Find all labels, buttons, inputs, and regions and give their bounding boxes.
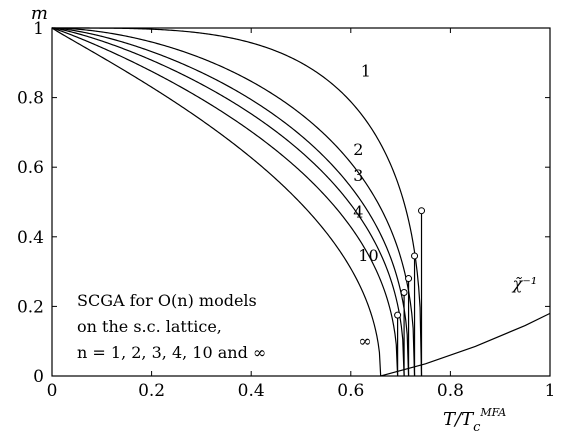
series-curve-4 xyxy=(51,27,405,377)
series-curve-10 xyxy=(51,27,399,377)
series-label-2: 2 xyxy=(353,140,363,159)
series-curve-2 xyxy=(51,27,416,377)
annotation-line-3: n = 1, 2, 3, 4, 10 and ∞ xyxy=(77,343,266,362)
y-axis-title: m xyxy=(31,3,48,24)
series-endpoint-2 xyxy=(411,252,419,260)
series-curve-∞ xyxy=(51,27,382,377)
annotation-line-1: SCGA for O(n) models xyxy=(77,291,257,310)
y-tick-label: 0.2 xyxy=(17,297,44,317)
y-tick-label: 0 xyxy=(33,367,44,387)
series-endpoint-10 xyxy=(394,311,402,319)
y-tick-label: 1 xyxy=(33,19,44,39)
curves xyxy=(51,27,551,377)
series-label-4: 4 xyxy=(353,203,363,222)
y-tick-label: 0.6 xyxy=(17,158,44,178)
series-label-3: 3 xyxy=(353,166,363,185)
x-axis-title: T/TcMFA xyxy=(443,406,506,435)
series-label-1: 1 xyxy=(361,62,371,81)
x-tick-label: 0.6 xyxy=(337,381,364,401)
x-tick-label: 0.8 xyxy=(437,381,464,401)
y-tick-label: 0.4 xyxy=(17,228,44,248)
series-endpoint-3 xyxy=(405,275,413,283)
annotation-line-2: on the s.c. lattice, xyxy=(77,317,222,336)
x-tick-label: 0 xyxy=(47,381,58,401)
labels: 1 2 3 4 10 ∞ χ̃⁻¹ xyxy=(353,62,537,351)
series-curve-3 xyxy=(51,27,410,377)
series-label-∞: ∞ xyxy=(358,331,371,350)
x-tick-label: 0.4 xyxy=(238,381,265,401)
chi-inverse-curve xyxy=(380,312,551,377)
y-tick-label: 0.8 xyxy=(17,89,44,109)
ticks: 0 0.2 0.4 0.6 0.8 100.20.40.60.81 xyxy=(17,19,555,401)
plot-frame xyxy=(51,27,551,377)
series-endpoint-4 xyxy=(400,288,408,296)
annotation-box: SCGA for O(n) models on the s.c. lattice… xyxy=(77,291,266,362)
chi-inverse-label: χ̃⁻¹ xyxy=(512,274,538,293)
x-tick-label: 0.2 xyxy=(138,381,165,401)
series-label-10: 10 xyxy=(358,246,378,265)
x-axis-title-text: T/TcMFA xyxy=(443,406,506,435)
x-tick-label: 1 xyxy=(545,381,556,401)
series-endpoint-1 xyxy=(418,207,426,215)
series-curve-1 xyxy=(52,27,423,377)
